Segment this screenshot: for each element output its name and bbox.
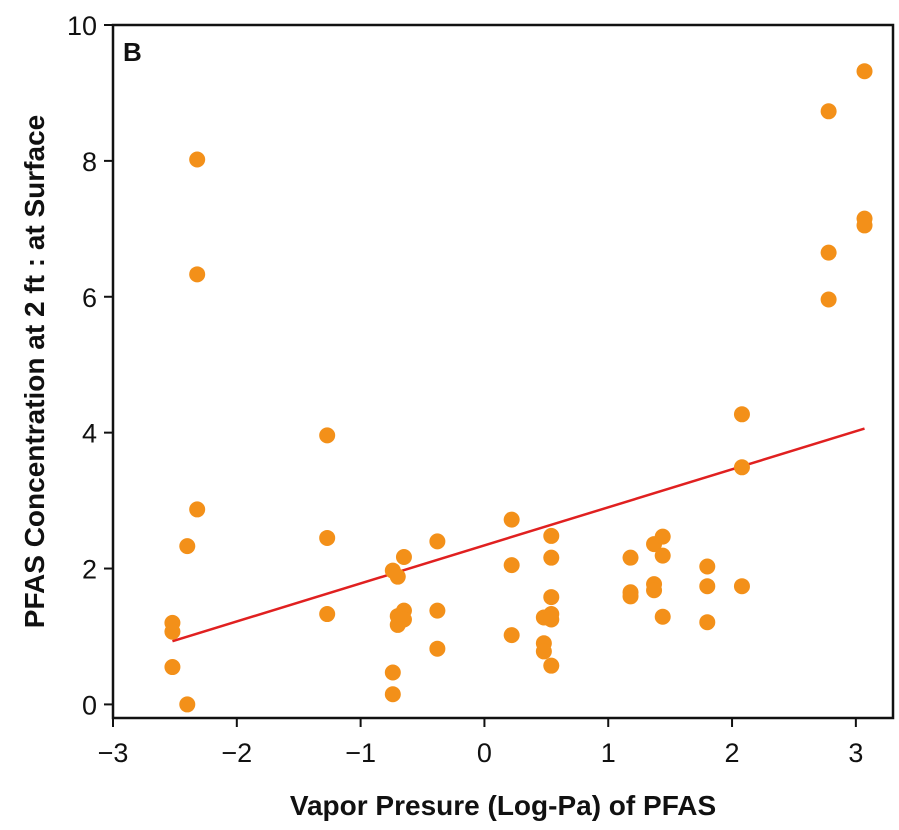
data-point <box>820 103 837 120</box>
data-point <box>535 643 552 660</box>
data-point <box>164 623 181 640</box>
data-point <box>384 664 401 681</box>
data-point <box>189 266 206 283</box>
y-tick-label: 6 <box>82 283 97 313</box>
data-point <box>820 291 837 308</box>
x-tick-label: 2 <box>725 738 740 768</box>
data-point <box>503 557 520 574</box>
data-point <box>164 659 181 676</box>
x-tick-label: 1 <box>601 738 616 768</box>
data-point <box>189 501 206 518</box>
data-point <box>699 558 716 575</box>
data-point <box>429 640 446 657</box>
data-point <box>733 459 750 476</box>
plot-border <box>111 23 895 720</box>
data-point <box>543 589 560 606</box>
data-point <box>389 568 406 585</box>
fit-line-group <box>172 427 865 643</box>
plot-frame <box>111 23 895 720</box>
data-point <box>179 696 196 713</box>
y-tick-label: 8 <box>82 147 97 177</box>
regression-line <box>172 427 865 643</box>
y-tick-label: 0 <box>82 690 97 720</box>
data-point <box>543 549 560 566</box>
data-point <box>395 611 412 628</box>
x-tick-label: −3 <box>98 738 129 768</box>
data-point <box>395 548 412 565</box>
data-point <box>654 547 671 564</box>
x-tick-label: 3 <box>848 738 863 768</box>
data-point <box>429 602 446 619</box>
data-point <box>319 606 336 623</box>
y-tick-label: 10 <box>67 11 97 41</box>
data-point <box>654 528 671 545</box>
data-point <box>503 627 520 644</box>
x-tick-label: 0 <box>477 738 492 768</box>
panel-label: B <box>123 37 142 67</box>
x-tick-label: −2 <box>221 738 252 768</box>
data-point <box>189 151 206 168</box>
data-points <box>164 63 873 713</box>
data-point <box>429 533 446 550</box>
data-point <box>179 538 196 555</box>
data-point <box>503 511 520 528</box>
y-tick-label: 2 <box>82 555 97 585</box>
data-point <box>646 582 663 599</box>
y-tick-label: 4 <box>82 419 97 449</box>
data-point <box>820 244 837 261</box>
data-point <box>856 217 873 234</box>
data-point <box>733 578 750 595</box>
data-point <box>699 578 716 595</box>
data-point <box>699 614 716 631</box>
axis-ticks: −3 −2 −1 0 1 2 3 0 2 4 6 8 10 <box>67 11 863 768</box>
data-point <box>543 657 560 674</box>
data-point <box>654 608 671 625</box>
data-point <box>384 686 401 703</box>
data-point <box>543 527 560 544</box>
x-axis-title: Vapor Presure (Log-Pa) of PFAS <box>290 790 716 821</box>
data-point <box>622 588 639 605</box>
data-point <box>543 611 560 628</box>
x-tick-label: −1 <box>345 738 376 768</box>
data-point <box>319 529 336 546</box>
data-point <box>319 427 336 444</box>
data-point <box>733 406 750 423</box>
y-axis-title: PFAS Concentration at 2 ft : at Surface <box>19 115 50 628</box>
data-point <box>622 549 639 566</box>
data-point <box>856 63 873 80</box>
